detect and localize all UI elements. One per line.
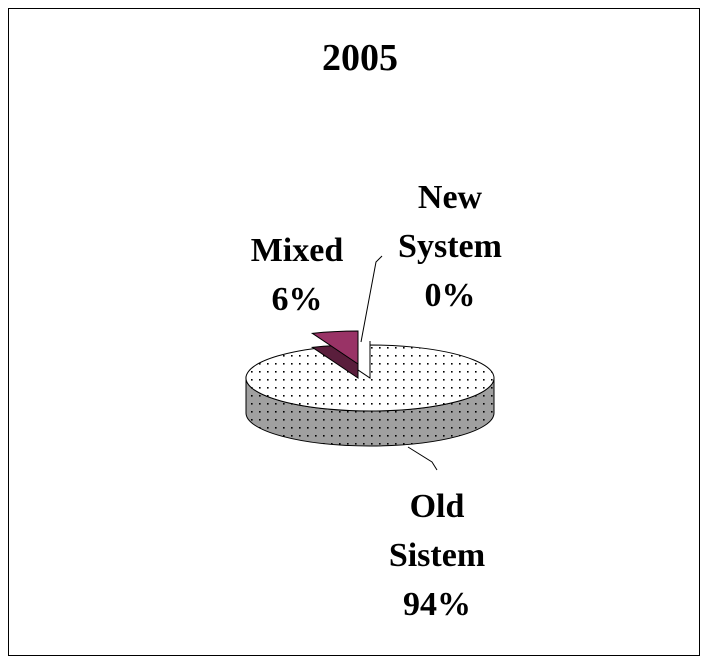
chart-title: 2005 bbox=[322, 37, 398, 79]
slice-pattern bbox=[246, 345, 495, 412]
category-label: Mixed bbox=[250, 232, 344, 269]
slice-label: New System 0% bbox=[380, 173, 520, 320]
pie bbox=[245, 330, 495, 447]
category-label: New System bbox=[398, 179, 502, 265]
slice bbox=[310, 330, 359, 365]
slice-label: Old Sistem 94% bbox=[367, 482, 507, 629]
slice-side-pattern bbox=[246, 378, 494, 446]
value-label: 0% bbox=[424, 277, 476, 314]
value-label: 94% bbox=[403, 586, 471, 623]
leader-line bbox=[360, 255, 383, 343]
leader-line bbox=[407, 446, 438, 471]
frame bbox=[8, 8, 700, 656]
slice-label: Mixed 6% bbox=[227, 226, 367, 324]
category-label: Old Sistem bbox=[388, 488, 486, 574]
value-label: 6% bbox=[271, 281, 323, 318]
